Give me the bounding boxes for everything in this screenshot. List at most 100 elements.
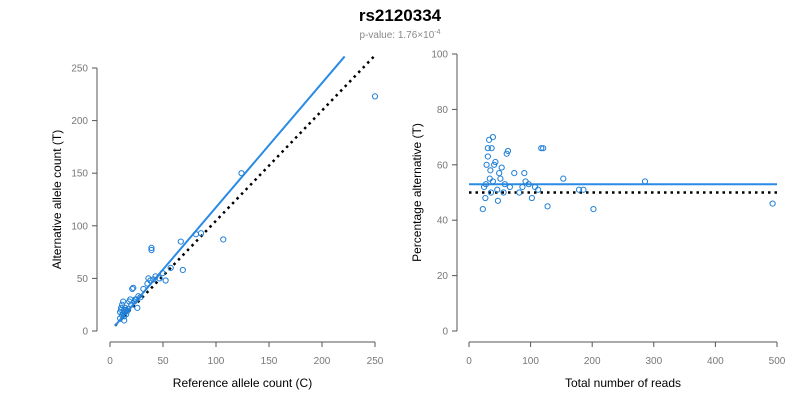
right-data-point bbox=[492, 158, 499, 166]
left-points bbox=[117, 93, 379, 324]
right-y-tick-label: 40 bbox=[437, 216, 449, 227]
right-data-point bbox=[528, 194, 535, 202]
left-data-point bbox=[197, 230, 205, 237]
right-data-point bbox=[487, 189, 495, 196]
right-x-tick-label: 400 bbox=[707, 356, 724, 367]
right-points bbox=[479, 134, 776, 213]
right-y-axis: 0 20 40 60 80 100 bbox=[431, 50, 458, 338]
left-data-point bbox=[177, 238, 184, 245]
right-data-point bbox=[488, 145, 495, 152]
left-y-tick-label: 150 bbox=[71, 169, 88, 180]
right-data-point bbox=[484, 145, 491, 152]
right-data-point bbox=[494, 186, 501, 193]
right-data-point bbox=[496, 170, 503, 177]
right-x-axis: 0 100 200 300 400 500 bbox=[466, 341, 786, 367]
right-data-point bbox=[484, 153, 491, 160]
left-y-label: Alternative allele count (T) bbox=[50, 130, 64, 269]
left-x-axis: 0 50 100 150 200 250 bbox=[107, 341, 384, 367]
pvalue-exponent: -4 bbox=[434, 29, 441, 36]
right-data-point bbox=[519, 183, 526, 191]
right-data-point bbox=[489, 178, 496, 185]
right-data-point bbox=[487, 167, 494, 174]
right-y-tick-label: 60 bbox=[437, 160, 449, 171]
right-data-point bbox=[483, 161, 490, 168]
right-x-tick-label: 200 bbox=[584, 356, 601, 367]
left-x-tick-label: 250 bbox=[367, 356, 384, 367]
left-x-tick-label: 50 bbox=[157, 356, 169, 367]
left-data-point bbox=[159, 270, 166, 277]
chart-title: rs2120334 bbox=[358, 6, 442, 25]
right-x-tick-label: 500 bbox=[769, 356, 786, 367]
right-data-point bbox=[482, 194, 489, 202]
left-x-label: Reference allele count (C) bbox=[173, 376, 312, 390]
right-y-tick-label: 100 bbox=[431, 50, 448, 61]
right-data-point bbox=[590, 206, 597, 213]
left-data-point bbox=[140, 285, 147, 293]
left-data-point bbox=[134, 304, 141, 311]
left-data-point bbox=[144, 280, 151, 287]
left-data-point bbox=[156, 275, 163, 282]
right-data-point bbox=[535, 186, 542, 193]
right-data-point bbox=[497, 175, 504, 182]
left-data-point bbox=[125, 305, 132, 313]
right-data-point bbox=[482, 181, 490, 188]
left-x-tick-label: 150 bbox=[261, 356, 278, 367]
left-data-point bbox=[148, 244, 155, 251]
left-data-point bbox=[137, 294, 144, 301]
left-y-tick-label: 50 bbox=[77, 274, 89, 285]
right-y-tick-label: 20 bbox=[437, 271, 449, 282]
left-y-tick-label: 250 bbox=[71, 64, 88, 75]
left-y-tick-label: 200 bbox=[71, 116, 88, 127]
right-data-point bbox=[511, 170, 518, 177]
left-data-point bbox=[120, 298, 127, 305]
right-data-point bbox=[525, 181, 532, 188]
right-x-tick-label: 0 bbox=[466, 356, 472, 367]
right-data-point bbox=[544, 203, 551, 210]
left-data-point bbox=[371, 93, 379, 100]
right-data-point bbox=[494, 197, 502, 204]
left-data-point bbox=[179, 266, 186, 274]
title-block: rs2120334 p-value: 1.76×10-4 bbox=[0, 6, 800, 42]
left-data-point bbox=[123, 311, 130, 318]
left-x-tick-label: 100 bbox=[208, 356, 225, 367]
left-data-point bbox=[147, 277, 154, 284]
right-data-point bbox=[489, 134, 496, 141]
right-y-label: Percentage alternative (T) bbox=[410, 123, 424, 262]
left-data-point bbox=[129, 285, 136, 293]
left-data-point bbox=[130, 284, 137, 291]
right-data-point bbox=[540, 145, 547, 152]
right-data-point bbox=[501, 181, 508, 188]
right-data-point bbox=[521, 170, 528, 177]
right-data-point bbox=[504, 147, 512, 155]
right-data-point bbox=[560, 175, 567, 182]
right-data-point bbox=[516, 189, 523, 196]
right-data-point bbox=[479, 206, 486, 213]
left-y-axis: 0 50 100 150 200 250 bbox=[71, 64, 98, 338]
right-lines bbox=[469, 183, 777, 194]
left-data-point bbox=[167, 264, 174, 271]
right-data-point bbox=[498, 164, 505, 171]
left-data-point bbox=[121, 317, 128, 324]
right-x-tick-label: 100 bbox=[522, 356, 539, 367]
right-x-label: Total number of reads bbox=[565, 376, 681, 390]
left-x-tick-label: 0 bbox=[107, 356, 113, 367]
right-data-point bbox=[538, 145, 545, 152]
left-data-point bbox=[119, 301, 126, 308]
pvalue-text: p-value: 1.76×10 bbox=[359, 30, 435, 41]
left-data-point bbox=[238, 170, 245, 177]
right-data-point bbox=[575, 186, 583, 193]
right-data-point bbox=[641, 178, 649, 185]
left-data-point bbox=[148, 246, 155, 254]
right-y-tick-label: 0 bbox=[442, 327, 448, 338]
left-y-tick-label: 100 bbox=[71, 221, 88, 232]
left-lines bbox=[114, 54, 376, 327]
left-data-point bbox=[220, 236, 227, 243]
left-x-tick-label: 200 bbox=[314, 356, 331, 367]
left-data-point bbox=[150, 276, 157, 283]
right-data-point bbox=[500, 189, 507, 196]
panel-percentage: 0 20 40 60 80 100 0 100 200 300 400 500 Total numb… bbox=[410, 50, 786, 391]
right-data-point bbox=[769, 200, 776, 207]
left-data-point bbox=[162, 277, 169, 284]
right-y-tick-label: 80 bbox=[437, 105, 449, 116]
